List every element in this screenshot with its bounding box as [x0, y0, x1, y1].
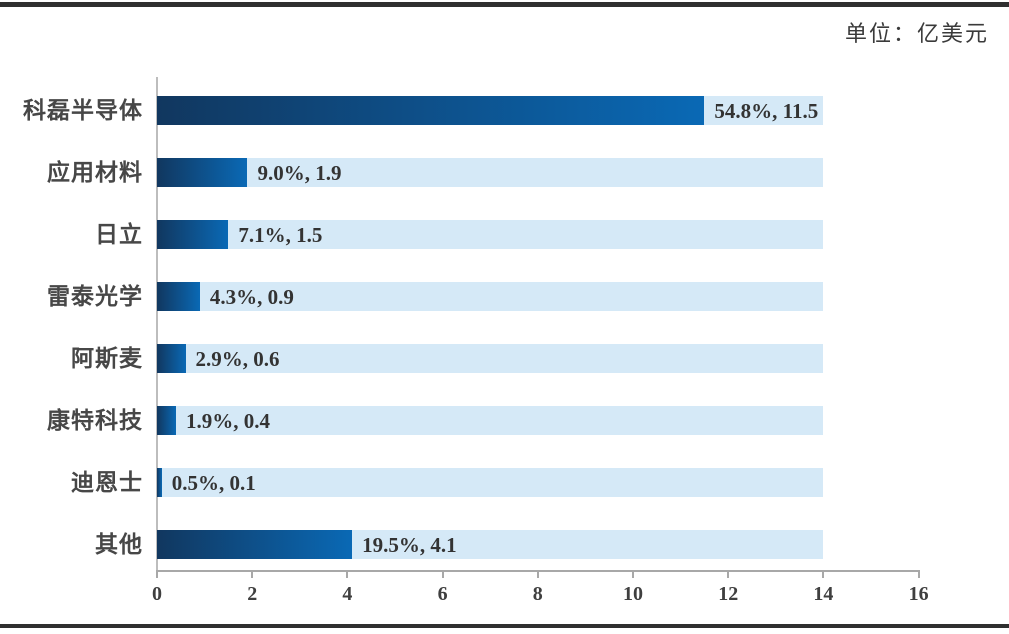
- bar-row: 日立 7.1%, 1.5: [0, 220, 1009, 249]
- bar: [157, 406, 177, 435]
- axis-tick-label: 2: [247, 583, 258, 605]
- bottom-border-rule: [0, 624, 1009, 628]
- category-label: 迪恩士: [71, 469, 143, 495]
- axis-tick-label: 4: [342, 583, 353, 605]
- bar-track: [157, 344, 824, 373]
- bar-row: 科磊半导体 54.8%, 11.5: [0, 96, 1009, 125]
- y-axis-line: [156, 77, 158, 571]
- axis-tick-label: 14: [813, 583, 834, 605]
- category-label: 日立: [95, 221, 143, 247]
- category-label: 康特科技: [47, 407, 143, 433]
- axis-tick-label: 16: [908, 583, 929, 605]
- axis-tick-mark: [727, 570, 730, 578]
- bar: [157, 158, 248, 187]
- category-label: 阿斯麦: [71, 345, 143, 371]
- axis-tick-mark: [822, 570, 825, 578]
- category-label: 科磊半导体: [23, 97, 143, 123]
- axis-tick-label: 6: [437, 583, 448, 605]
- category-label: 其他: [95, 531, 143, 557]
- axis-tick-mark: [156, 570, 158, 578]
- bar-row: 雷泰光学 4.3%, 0.9: [0, 282, 1009, 311]
- bar-track: [157, 282, 824, 311]
- value-label: 4.3%, 0.9: [209, 285, 294, 309]
- bar-row: 康特科技 1.9%, 0.4: [0, 406, 1009, 435]
- value-label: 2.9%, 0.6: [195, 347, 280, 371]
- bar-row: 应用材料 9.0%, 1.9: [0, 158, 1009, 187]
- axis-tick-label: 0: [152, 583, 162, 605]
- axis-tick-label: 10: [623, 583, 643, 605]
- bar-track: [157, 158, 824, 187]
- axis-tick-label: 8: [532, 583, 543, 605]
- bar-track: [157, 468, 824, 497]
- value-label: 9.0%, 1.9: [257, 161, 342, 185]
- bar-row: 其他 19.5%, 4.1: [0, 530, 1009, 559]
- category-label: 雷泰光学: [47, 283, 143, 309]
- bar: [157, 530, 353, 559]
- axis-tick-mark: [441, 570, 444, 578]
- axis-tick-label: 12: [718, 583, 739, 605]
- bar: [157, 468, 162, 497]
- bar-track: [157, 406, 824, 435]
- axis-tick-mark: [536, 570, 539, 578]
- bar: [157, 344, 186, 373]
- bar: [157, 96, 705, 125]
- top-border-rule: [0, 2, 1009, 7]
- bar-row: 阿斯麦 2.9%, 0.6: [0, 344, 1009, 373]
- value-label: 19.5%, 4.1: [362, 533, 457, 557]
- bar-row: 迪恩士 0.5%, 0.1: [0, 468, 1009, 497]
- axis-tick-mark: [632, 570, 634, 578]
- category-label: 应用材料: [47, 159, 143, 185]
- axis-tick-mark: [917, 570, 920, 578]
- bar-track: [157, 220, 824, 249]
- bar: [157, 282, 200, 311]
- axis-tick-mark: [346, 570, 349, 578]
- value-label: 0.5%, 0.1: [171, 471, 256, 495]
- axis-tick-mark: [251, 570, 254, 578]
- value-label: 7.1%, 1.5: [238, 223, 323, 247]
- unit-label: 单位：亿美元: [844, 21, 989, 46]
- value-label: 54.8%, 11.5: [714, 99, 819, 123]
- bar: [157, 220, 229, 249]
- value-label: 1.9%, 0.4: [186, 409, 271, 433]
